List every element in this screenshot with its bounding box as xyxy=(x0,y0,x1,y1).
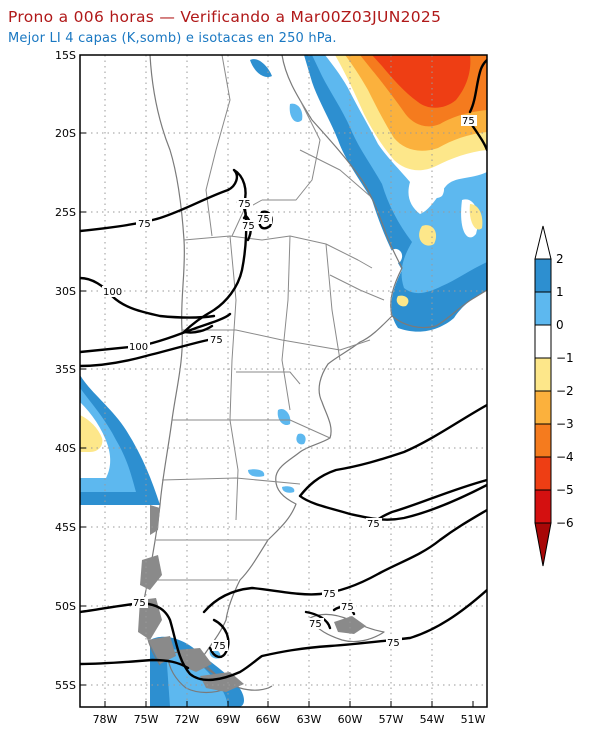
colorbar-label: −6 xyxy=(556,516,574,530)
li-patch-lake-1 xyxy=(277,408,291,426)
contour-label: 75 xyxy=(462,116,475,127)
colorbar-swatch xyxy=(534,258,552,293)
contour-label: 75 xyxy=(309,619,322,630)
isotach-75-pat-4 xyxy=(304,610,332,630)
lat-label: 55S xyxy=(55,679,76,692)
isotach-75-east xyxy=(298,403,487,521)
contour-label: 100 xyxy=(129,342,148,353)
map-area: 75 100 100 75 75 75 75 75 75 75 75 75 75 xyxy=(80,55,487,707)
lat-label: 40S xyxy=(55,442,76,455)
lat-label: 25S xyxy=(55,206,76,219)
contour-label: 75 xyxy=(138,219,151,230)
colorbar-label: 1 xyxy=(556,285,564,299)
li-patch-4 xyxy=(282,486,295,493)
lat-label: 20S xyxy=(55,127,76,140)
lon-label: 78W xyxy=(93,713,118,726)
isotach-75-south xyxy=(80,658,190,670)
colorbar-swatch xyxy=(534,390,552,425)
contour-label: 75 xyxy=(213,641,226,652)
lat-label: 15S xyxy=(55,49,76,62)
contour-label: 75 xyxy=(238,199,251,210)
li-yellow-spot-1 xyxy=(419,225,437,246)
lon-label: 75W xyxy=(134,713,159,726)
contour-label: 75 xyxy=(210,335,223,346)
lat-label: 50S xyxy=(55,600,76,613)
contour-label: 75 xyxy=(341,602,354,613)
colorbar-label: −3 xyxy=(556,417,574,431)
lat-label: 45S xyxy=(55,521,76,534)
isotach-75-pat xyxy=(80,588,487,682)
colorbar-label: 0 xyxy=(556,318,564,332)
contour-label: 75 xyxy=(323,589,336,600)
colorbar-swatch xyxy=(534,357,552,392)
li-yellow-pacific xyxy=(80,415,103,452)
colorbar-swatch xyxy=(534,489,552,524)
contour-label: 75 xyxy=(242,221,255,232)
lon-label: 63W xyxy=(297,713,322,726)
chilean-archipelago xyxy=(138,505,366,692)
li-patch-bolivia xyxy=(250,59,272,78)
colorbar-bottom-arrow xyxy=(534,522,552,567)
isotach-75-pat-3 xyxy=(208,618,230,659)
lon-label: 54W xyxy=(420,713,445,726)
isotach-75-pat-2 xyxy=(202,508,487,614)
lon-label: 57W xyxy=(379,713,404,726)
colorbar-label: −4 xyxy=(556,450,574,464)
li-yellow-spot-2 xyxy=(396,295,409,307)
contour-label: 75 xyxy=(133,598,146,609)
lat-label: 30S xyxy=(55,285,76,298)
colorbar-label: 2 xyxy=(556,252,564,266)
colorbar-label: −5 xyxy=(556,483,574,497)
li-patch-3 xyxy=(248,469,265,477)
lat-label: 35S xyxy=(55,363,76,376)
colorbar-label: −2 xyxy=(556,384,574,398)
map-subtitle: Mejor LI 4 capas (K,somb) e isotacas en … xyxy=(8,31,337,46)
colorbar-swatch xyxy=(534,456,552,491)
province-borders xyxy=(150,55,385,581)
isotach-75-s xyxy=(80,338,210,368)
colorbar-label: −1 xyxy=(556,351,574,365)
isotach-100-b xyxy=(80,312,232,354)
axis-ticks xyxy=(80,54,474,707)
lat-lon-grid xyxy=(80,55,487,707)
contour-label: 75 xyxy=(257,214,270,225)
map-frame xyxy=(79,54,488,708)
colorbar: 2 1 0 −1 −2 −3 −4 −5 −6 xyxy=(534,225,574,567)
map-title: Prono a 006 horas — Verificando a Mar00Z… xyxy=(8,8,442,26)
lon-label: 72W xyxy=(175,713,200,726)
contour-label: 100 xyxy=(103,287,122,298)
isotach-100-a xyxy=(80,276,216,319)
colorbar-swatch xyxy=(534,291,552,326)
colorbar-swatch xyxy=(534,324,552,359)
contour-label: 75 xyxy=(387,638,400,649)
lon-label: 69W xyxy=(216,713,241,726)
li-patch-lake-2 xyxy=(296,433,306,445)
colorbar-top-arrow xyxy=(534,225,552,260)
isotach-75-ne xyxy=(468,58,487,114)
lon-label: 51W xyxy=(461,713,486,726)
li-yellow-coast-band xyxy=(469,204,483,230)
lon-label: 66W xyxy=(256,713,281,726)
li-red-ne xyxy=(372,55,471,108)
lon-label: 60W xyxy=(338,713,363,726)
contour-label: 75 xyxy=(367,519,380,530)
colorbar-swatch xyxy=(534,423,552,458)
li-patch-bolivia-2 xyxy=(289,103,303,123)
